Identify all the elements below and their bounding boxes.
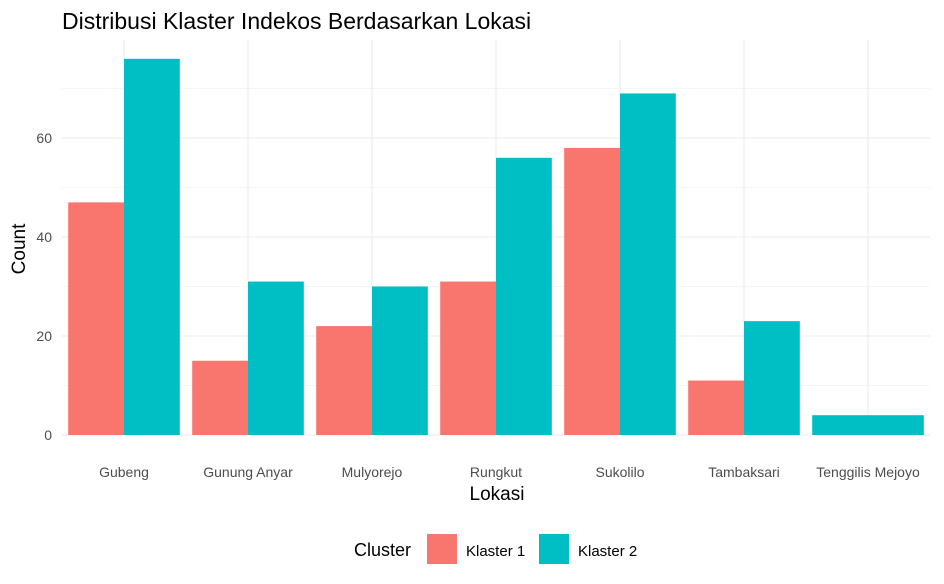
x-axis-title: Lokasi: [470, 484, 525, 505]
bars: [68, 58, 924, 436]
bar-klaster-2-tambaksari: [744, 321, 800, 435]
legend: Cluster Klaster 1 Klaster 2: [354, 534, 637, 564]
bar-klaster-2-tenggilis-mejoyo: [812, 415, 924, 435]
y-tick-label: 60: [36, 130, 52, 146]
bar-klaster-1-tambaksari: [688, 380, 744, 435]
y-axis-title: Count: [9, 223, 30, 274]
bar-klaster-2-gunung-anyar: [248, 281, 304, 435]
bar-klaster-1-rungkut: [440, 281, 496, 435]
y-tick-label: 40: [36, 229, 52, 245]
x-tick-label: Sukolilo: [595, 464, 644, 480]
x-tick-label: Tambaksari: [708, 464, 780, 480]
bar-klaster-1-gubeng: [68, 202, 124, 435]
y-tick-label: 0: [44, 427, 52, 443]
legend-label: Klaster 1: [466, 543, 525, 560]
x-tick-label: Mulyorejo: [342, 464, 403, 480]
bar-klaster-2-sukolilo: [620, 93, 676, 435]
legend-label: Klaster 2: [578, 543, 637, 560]
x-tick-label: Tenggilis Mejoyo: [816, 464, 920, 480]
legend-swatch: [539, 534, 569, 564]
bar-klaster-1-sukolilo: [564, 147, 620, 435]
bar-klaster-2-gubeng: [124, 58, 180, 436]
x-axis-ticks: Gubeng Gunung Anyar Mulyorejo Rungkut Sukoli…: [99, 464, 920, 480]
bar-klaster-1-gunung-anyar: [192, 360, 248, 435]
x-tick-label: Rungkut: [470, 464, 522, 480]
bar-klaster-1-mulyorejo: [316, 326, 372, 435]
legend-title: Cluster: [354, 540, 411, 560]
y-axis-ticks: 0 20 40 60: [36, 130, 52, 443]
bar-klaster-2-mulyorejo: [372, 286, 428, 435]
x-tick-label: Gunung Anyar: [203, 464, 293, 480]
legend-swatch: [427, 534, 457, 564]
x-tick-label: Gubeng: [99, 464, 149, 480]
y-tick-label: 20: [36, 328, 52, 344]
chart-title: Distribusi Klaster Indekos Berdasarkan L…: [62, 8, 531, 34]
bar-klaster-2-rungkut: [496, 157, 552, 436]
